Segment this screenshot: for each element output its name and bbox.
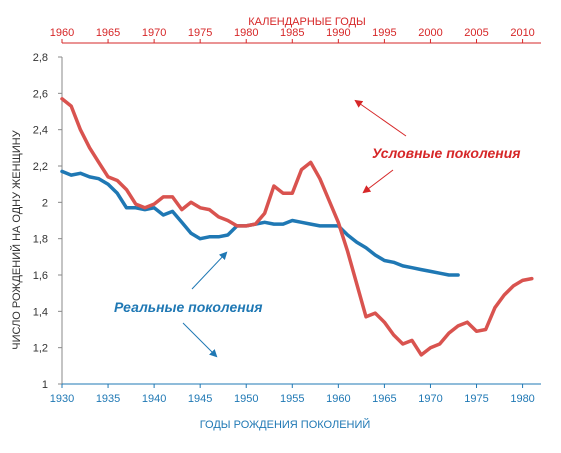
y-tick-label: 2,4 [33, 125, 48, 137]
arrow-conditional-up [354, 99, 407, 137]
y-tick-label: 1,4 [33, 306, 48, 318]
bottom-tick-label: 1930 [50, 393, 74, 405]
arrow-real-up [191, 251, 228, 290]
top-axis-ticks: 1960 1965 1970 1975 1980 1985 1990 1995 2000 2005… [50, 27, 535, 43]
bottom-tick-label: 1975 [464, 393, 488, 405]
top-tick-label: 1990 [326, 27, 350, 39]
series-line-real-generations [60, 169, 460, 277]
top-tick-label: 1970 [142, 27, 166, 39]
top-tick-label: 1960 [50, 27, 74, 39]
top-tick-label: 1985 [280, 27, 304, 39]
bottom-tick-label: 1945 [188, 393, 212, 405]
top-tick-label: 1980 [234, 27, 258, 39]
top-tick-label: 2005 [464, 27, 488, 39]
bottom-tick-label: 1965 [372, 393, 396, 405]
y-tick-label: 2 [42, 197, 48, 209]
bottom-tick-label: 1980 [510, 393, 534, 405]
top-tick-label: 2000 [418, 27, 442, 39]
y-tick-label: 2,6 [33, 88, 48, 100]
y-axis-ticks: 1 1,2 1,4 1,6 1,8 2 2,2 2,4 2,6 2,8 [33, 52, 62, 391]
y-tick-label: 1,6 [33, 270, 48, 282]
bottom-tick-label: 1960 [326, 393, 350, 405]
top-tick-label: 1995 [372, 27, 396, 39]
y-tick-label: 1,2 [33, 343, 48, 355]
y-tick-label: 1,8 [33, 234, 48, 246]
annotation-real-generations: Реальные поколения [114, 299, 263, 315]
top-tick-label: 1965 [96, 27, 120, 39]
y-tick-label: 1 [42, 379, 48, 391]
annotation-conditional-generations: Условные поколения [372, 145, 521, 161]
bottom-tick-label: 1955 [280, 393, 304, 405]
bottom-tick-label: 1970 [418, 393, 442, 405]
bottom-tick-label: 1935 [96, 393, 120, 405]
series-layer [60, 97, 534, 357]
axes [61, 42, 541, 385]
y-tick-label: 2,8 [33, 52, 48, 64]
arrow-conditional-down [362, 169, 394, 194]
series-line-conditional-generations [60, 97, 534, 357]
top-axis-title: КАЛЕНДАРНЫЕ ГОДЫ [248, 16, 366, 28]
top-tick-label: 1975 [188, 27, 212, 39]
y-axis-title: ЧИСЛО РОЖДЕНИЙ НА ОДНУ ЖЕНЩИНУ [10, 129, 23, 350]
bottom-tick-label: 1940 [142, 393, 166, 405]
bottom-tick-label: 1950 [234, 393, 258, 405]
y-tick-label: 2,2 [33, 161, 48, 173]
bottom-axis-title: ГОДЫ РОЖДЕНИЯ ПОКОЛЕНИЙ [200, 418, 371, 431]
arrow-real-down [182, 322, 218, 358]
top-tick-label: 2010 [510, 27, 534, 39]
bottom-axis-ticks: 1930 1935 1940 1945 1950 1955 1960 1965 1970 1975… [50, 384, 535, 405]
